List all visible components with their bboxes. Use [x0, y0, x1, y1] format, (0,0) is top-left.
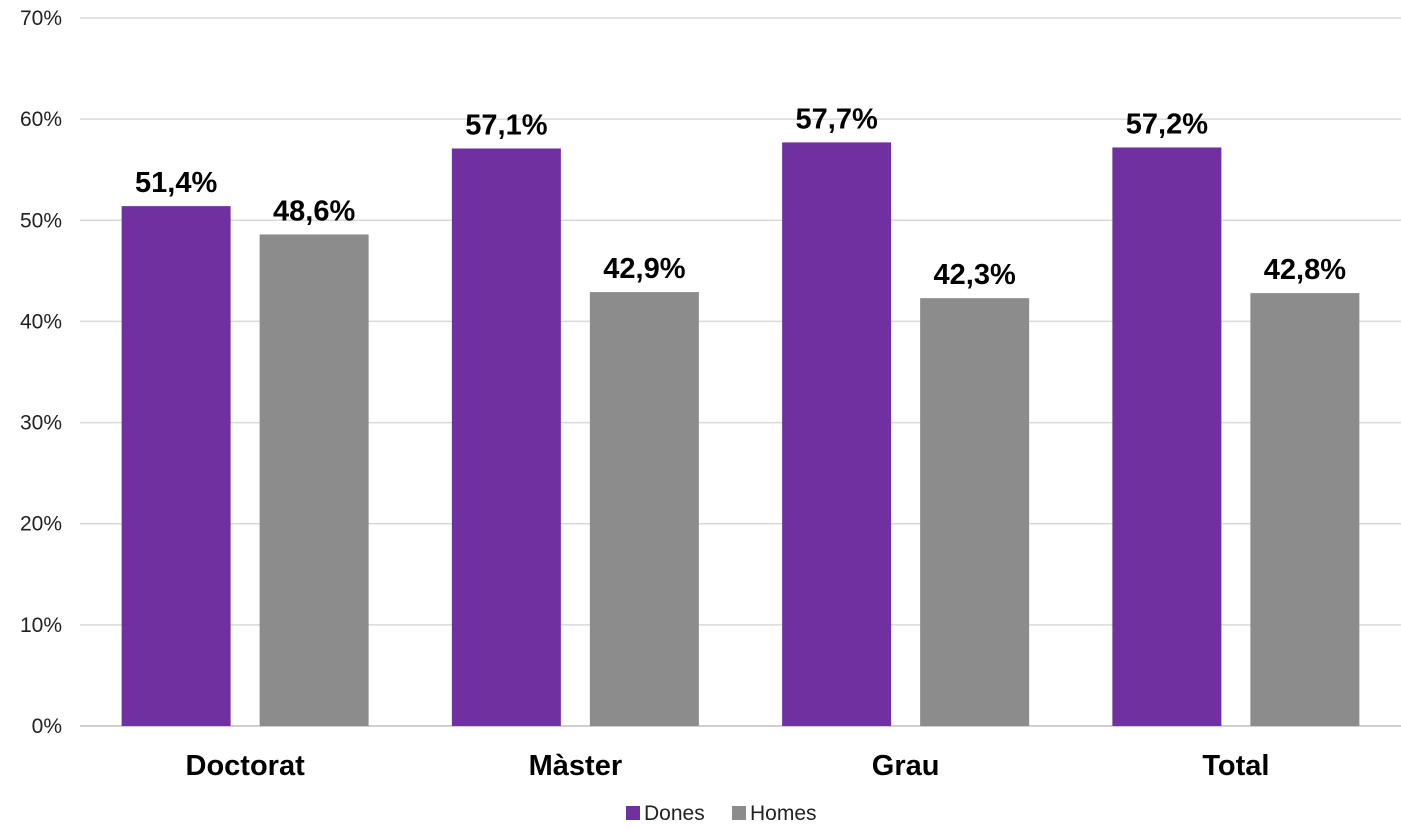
data-label: 48,6% [273, 195, 355, 227]
bar-homes-2 [920, 298, 1030, 726]
bar-dones-3 [1112, 147, 1222, 726]
data-label: 51,4% [135, 167, 217, 199]
y-tick-label: 70% [20, 7, 62, 30]
data-labels: 51,4% 48,6% 57,1% 42,9% 57,7% 42,3% 57,2% 42,8% [135, 103, 1346, 291]
y-tick-label: 10% [20, 614, 62, 637]
y-axis-tick-labels: 0% 10% 20% 30% 40% 50% 60% 70% [20, 7, 62, 738]
x-axis-category-labels: Doctorat Màster Grau Total [186, 750, 1270, 782]
legend-label: Homes [750, 802, 817, 825]
category-label: Total [1202, 750, 1269, 782]
y-tick-label: 50% [20, 209, 62, 232]
bar-dones-2 [782, 142, 892, 727]
data-label: 42,9% [603, 253, 685, 285]
y-tick-label: 30% [20, 412, 62, 435]
legend-swatch-homes [732, 806, 746, 820]
bar-homes-3 [1250, 293, 1360, 726]
legend-label: Dones [644, 802, 705, 825]
data-label: 57,1% [465, 109, 547, 141]
category-label: Doctorat [186, 750, 306, 782]
y-tick-label: 60% [20, 108, 62, 131]
y-tick-label: 40% [20, 310, 62, 333]
y-tick-label: 0% [32, 715, 62, 738]
bars [121, 142, 1360, 727]
category-label: Màster [529, 750, 623, 782]
y-tick-label: 20% [20, 513, 62, 536]
bar-dones-1 [451, 148, 561, 726]
bar-homes-1 [589, 292, 699, 726]
bar-homes-0 [259, 234, 369, 726]
bar-dones-0 [121, 206, 231, 726]
category-label: Grau [872, 750, 940, 782]
data-label: 42,8% [1264, 254, 1346, 286]
data-label: 57,2% [1126, 108, 1208, 140]
data-label: 57,7% [796, 103, 878, 135]
legend-swatch-dones [626, 806, 640, 820]
data-label: 42,3% [934, 259, 1016, 291]
legend: Dones Homes [626, 802, 817, 825]
